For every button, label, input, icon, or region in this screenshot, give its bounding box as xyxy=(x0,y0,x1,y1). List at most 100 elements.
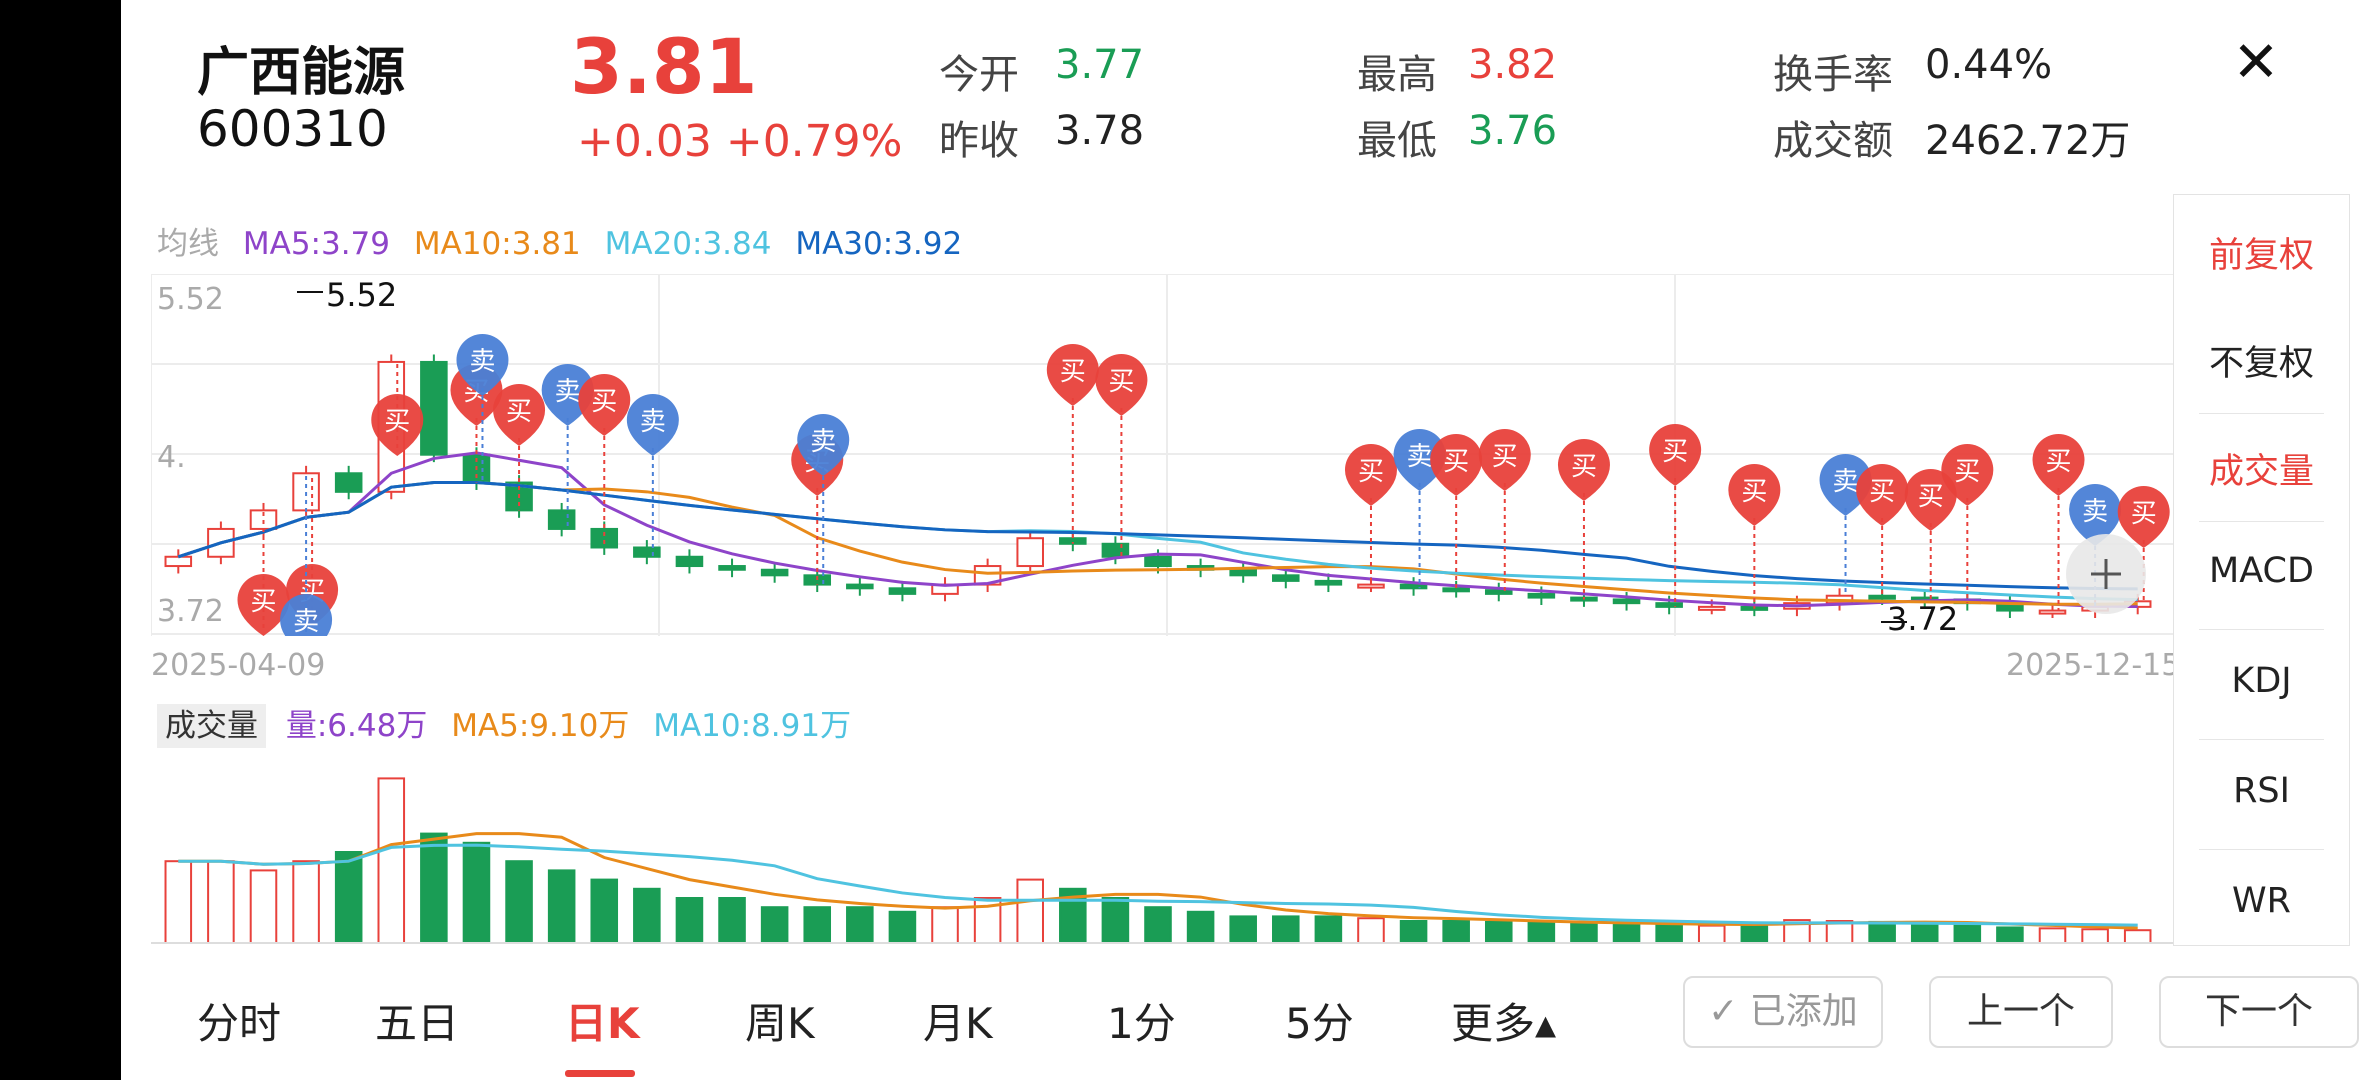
volume-bar xyxy=(846,906,874,944)
volume-bar xyxy=(2123,929,2152,944)
buy-signal-pin xyxy=(1557,439,1610,501)
tab-more[interactable]: 更多▴ xyxy=(1451,999,1557,1048)
buy-signal-pin xyxy=(1430,434,1483,496)
y-axis-mid-label: 4. xyxy=(157,440,186,475)
buy-signal-label: 买 xyxy=(1060,357,1086,387)
candle-body xyxy=(1655,602,1683,608)
side-item-volume[interactable]: 成交量 xyxy=(2208,452,2314,492)
date-end: 2025-12-15 xyxy=(2006,648,2181,683)
tab-weekly-k[interactable]: 周K xyxy=(745,999,815,1048)
candle-body xyxy=(1442,587,1470,593)
low-label: 最低 xyxy=(1357,118,1437,164)
volume-bar xyxy=(931,906,959,944)
y-axis-bottom-label: 3.72 xyxy=(157,594,224,629)
volume-ma10-line xyxy=(178,843,2138,927)
date-start: 2025-04-09 xyxy=(151,648,326,683)
buy-signal-pin xyxy=(1046,344,1099,406)
candle-body xyxy=(590,527,619,549)
side-item-wr[interactable]: WR xyxy=(2232,881,2291,921)
tab-five-day[interactable]: 五日 xyxy=(375,999,460,1048)
buy-signal-label: 买 xyxy=(1741,477,1767,507)
candle-body xyxy=(1612,598,1641,605)
added-watchlist-button[interactable]: ✓ 已添加 xyxy=(1683,976,1883,1048)
prev-close-label: 昨收 xyxy=(939,118,1019,164)
candle-body xyxy=(207,527,235,558)
side-item-kdj[interactable]: KDJ xyxy=(2231,661,2292,701)
tab-intraday[interactable]: 分时 xyxy=(197,999,282,1048)
min-price-marker: 3.72 xyxy=(1887,600,1959,638)
volume-bar xyxy=(590,878,619,944)
buy-signal-label: 买 xyxy=(1108,367,1134,397)
volume-chart[interactable] xyxy=(151,754,2173,944)
volume-bar xyxy=(1910,922,1939,944)
candle-body xyxy=(1399,583,1428,590)
close-icon: ✕ xyxy=(2232,30,2280,95)
buy-signal-pin xyxy=(2032,434,2085,496)
buy-signal-label: 买 xyxy=(2046,447,2072,477)
high-value: 3.82 xyxy=(1468,42,1558,88)
stock-code: 600310 xyxy=(197,100,388,158)
tab-1min[interactable]: 1分 xyxy=(1107,999,1176,1048)
candle-body xyxy=(547,509,576,530)
volume-bar xyxy=(505,860,533,944)
candle-body xyxy=(1272,574,1300,582)
volume-bar xyxy=(1314,915,1343,944)
crosshair-icon xyxy=(2091,559,2121,589)
side-item-forward-adjust[interactable]: 前复权 xyxy=(2208,236,2314,276)
tab-monthly-k[interactable]: 月K xyxy=(923,999,993,1048)
previous-stock-button[interactable]: 上一个 xyxy=(1929,976,2113,1048)
tab-daily-k[interactable]: 日K xyxy=(565,999,640,1048)
candle-body xyxy=(1357,583,1385,589)
sell-signal-label: 卖 xyxy=(1407,442,1433,472)
volume-bar xyxy=(1229,915,1257,944)
volume-bar xyxy=(760,906,789,944)
side-item-rsi[interactable]: RSI xyxy=(2233,771,2290,811)
amount-value: 2462.72万 xyxy=(1925,118,2131,164)
volume-tag[interactable]: 成交量 xyxy=(157,704,266,748)
volume-bar xyxy=(1399,920,1428,944)
indicator-side-menu: 前复权 不复权 成交量 MACD KDJ RSI WR xyxy=(2173,194,2350,946)
buy-signal-pin xyxy=(237,574,290,636)
volume-bar xyxy=(1272,915,1300,944)
buy-signal-pin xyxy=(1904,469,1957,531)
kline-chart[interactable]: 买买卖买买卖买卖买卖买卖买买买卖买买买买买卖买买买买卖买 xyxy=(151,274,2173,636)
price-change: +0.03 +0.79% xyxy=(577,116,903,167)
ma30-label: MA30:3.92 xyxy=(795,226,963,262)
sell-signal-label: 卖 xyxy=(555,377,581,407)
volume-bar xyxy=(1357,917,1385,944)
volume-bar xyxy=(718,897,746,944)
max-price-marker: 5.52 xyxy=(326,276,398,314)
candle-body xyxy=(633,546,661,558)
buy-signal-label: 买 xyxy=(250,587,276,617)
next-stock-button[interactable]: 下一个 xyxy=(2159,976,2359,1048)
close-button[interactable]: ✕ xyxy=(2221,28,2291,98)
volume-bar xyxy=(1783,919,1811,944)
volume-bar xyxy=(164,860,193,944)
volume-bar xyxy=(1484,920,1513,944)
ma5-line xyxy=(177,451,2138,608)
buy-signal-pin xyxy=(493,384,546,446)
volume-bar xyxy=(1016,878,1044,944)
buy-signal-pin xyxy=(1856,464,1909,526)
current-price: 3.81 xyxy=(570,22,758,111)
sell-signal-pin xyxy=(626,394,679,456)
volume-bar xyxy=(2081,928,2109,944)
sell-signal-label: 卖 xyxy=(469,347,495,377)
volume-bar xyxy=(377,777,406,944)
side-item-macd[interactable]: MACD xyxy=(2209,551,2314,591)
volume-ma10: MA10:8.91万 xyxy=(653,708,852,744)
candle-body xyxy=(1229,568,1257,577)
turnover-rate-label: 换手率 xyxy=(1773,52,1893,98)
side-item-no-adjust[interactable]: 不复权 xyxy=(2208,344,2314,384)
candle-body xyxy=(1059,537,1087,545)
candle-body xyxy=(1697,605,1726,611)
sell-signal-pin xyxy=(456,334,509,396)
volume-bar xyxy=(1612,923,1641,944)
volume-bar xyxy=(675,897,704,944)
volume-bar xyxy=(547,869,576,944)
volume-bar xyxy=(1570,922,1598,944)
tab-5min[interactable]: 5分 xyxy=(1285,999,1354,1048)
buy-signal-label: 买 xyxy=(1358,457,1384,487)
volume-bar xyxy=(1655,923,1683,944)
buy-signal-pin xyxy=(1478,429,1531,491)
